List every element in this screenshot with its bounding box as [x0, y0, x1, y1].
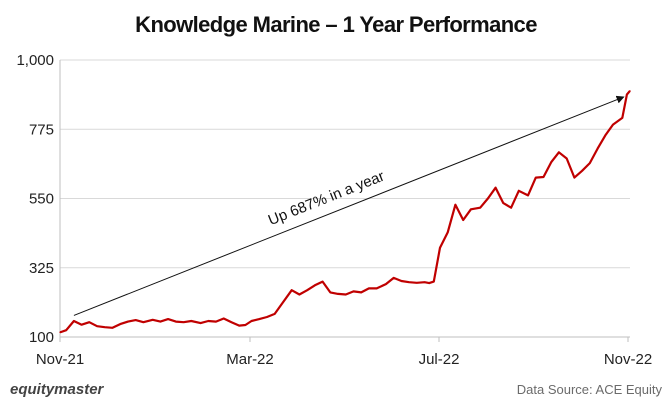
data-point	[360, 291, 362, 293]
data-point	[298, 293, 300, 296]
data-point	[581, 170, 583, 172]
data-point	[190, 320, 192, 322]
data-point	[424, 281, 426, 283]
data-point	[266, 316, 268, 318]
gridlines	[59, 59, 630, 338]
data-point	[104, 326, 106, 328]
data-point	[207, 320, 209, 322]
data-point	[215, 321, 217, 323]
series-line	[59, 90, 631, 334]
data-point	[159, 321, 161, 323]
data-point	[400, 280, 402, 282]
data-point	[385, 283, 387, 285]
y-tick-label: 775	[29, 121, 54, 138]
data-point	[626, 93, 628, 96]
data-point	[291, 289, 293, 291]
data-point	[535, 177, 537, 179]
y-tick-label: 1,000	[16, 52, 54, 69]
data-point	[73, 320, 75, 322]
data-point	[135, 319, 137, 321]
data-point	[376, 287, 378, 289]
data-point	[345, 293, 347, 296]
data-point	[454, 204, 456, 206]
data-point	[510, 207, 512, 209]
data-point	[175, 321, 177, 323]
data-point	[281, 302, 283, 304]
data-point	[238, 325, 240, 327]
data-point	[314, 284, 316, 286]
data-point	[629, 90, 631, 92]
x-tick-label: Mar-22	[226, 351, 274, 368]
data-point	[274, 313, 276, 315]
data-point	[142, 321, 144, 323]
data-point	[230, 321, 233, 323]
x-axis-ticks: Nov-21 Mar-22 Jul-22 Nov-22	[36, 337, 652, 368]
data-point	[589, 162, 591, 164]
data-point	[65, 329, 67, 331]
data-point	[502, 202, 504, 204]
data-point	[258, 318, 260, 320]
data-point	[244, 324, 246, 326]
data-point	[337, 293, 339, 295]
x-tick-label: Nov-21	[36, 351, 84, 368]
data-point	[250, 320, 253, 322]
data-point	[200, 322, 202, 324]
data-point	[470, 208, 472, 210]
data-point	[167, 318, 169, 320]
data-point	[96, 325, 98, 327]
data-point	[621, 117, 623, 119]
data-point	[518, 190, 520, 192]
data-point	[612, 124, 614, 126]
data-point	[152, 319, 154, 321]
data-point	[558, 151, 560, 153]
data-point	[428, 282, 430, 284]
data-point	[393, 277, 395, 279]
data-point	[527, 194, 529, 196]
data-point	[59, 331, 61, 333]
data-point	[127, 321, 129, 323]
data-point	[322, 281, 324, 283]
y-tick-label: 100	[29, 329, 54, 346]
data-point	[542, 176, 545, 178]
data-point	[119, 323, 121, 325]
data-point	[352, 290, 355, 292]
data-point	[604, 134, 606, 136]
data-point	[306, 289, 308, 291]
data-point	[479, 207, 481, 209]
data-point	[439, 247, 441, 249]
y-tick-label: 550	[29, 191, 54, 208]
data-point	[183, 321, 185, 323]
data-source: Data Source: ACE Equity	[517, 382, 663, 397]
x-tick-label: Jul-22	[419, 351, 460, 368]
data-point	[223, 317, 225, 320]
data-point	[111, 327, 114, 329]
data-point	[597, 148, 599, 150]
data-point	[487, 197, 489, 200]
data-point	[433, 281, 435, 283]
y-tick-label: 325	[29, 260, 54, 277]
brand-logo: equitymaster	[10, 381, 105, 398]
data-point	[416, 282, 418, 284]
data-point	[408, 281, 410, 283]
x-tick-label: Nov-22	[604, 351, 652, 368]
data-point	[550, 161, 552, 163]
data-point	[368, 287, 370, 289]
data-point	[495, 187, 497, 189]
series-line-group	[59, 90, 631, 334]
chart-title: Knowledge Marine – 1 Year Performance	[135, 12, 537, 37]
annotation-arrow	[73, 95, 625, 316]
data-point	[447, 231, 449, 233]
data-point	[88, 321, 90, 323]
data-point	[462, 219, 464, 221]
y-axis-ticks: 1,000 775 550 325 100	[16, 52, 54, 346]
data-point	[573, 177, 576, 179]
data-point	[329, 291, 331, 293]
data-point	[81, 324, 83, 326]
data-point	[566, 157, 568, 160]
